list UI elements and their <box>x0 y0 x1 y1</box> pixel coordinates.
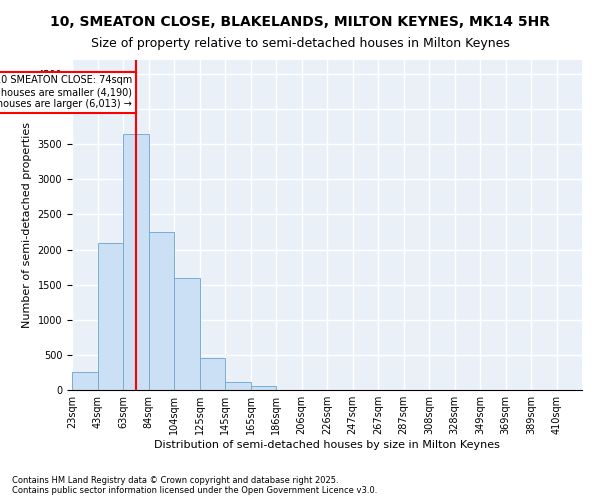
Y-axis label: Number of semi-detached properties: Number of semi-detached properties <box>22 122 32 328</box>
X-axis label: Distribution of semi-detached houses by size in Milton Keynes: Distribution of semi-detached houses by … <box>154 440 500 450</box>
Bar <box>149 232 174 390</box>
Text: 10 SMEATON CLOSE: 74sqm
← 40% of semi-detached houses are smaller (4,190)
 58% o: 10 SMEATON CLOSE: 74sqm ← 40% of semi-de… <box>0 76 132 108</box>
Text: 10, SMEATON CLOSE, BLAKELANDS, MILTON KEYNES, MK14 5HR: 10, SMEATON CLOSE, BLAKELANDS, MILTON KE… <box>50 15 550 29</box>
Bar <box>97 242 123 390</box>
Bar <box>251 386 276 390</box>
Text: Size of property relative to semi-detached houses in Milton Keynes: Size of property relative to semi-detach… <box>91 38 509 51</box>
Bar <box>72 372 97 390</box>
Bar <box>174 278 199 390</box>
Text: Contains HM Land Registry data © Crown copyright and database right 2025.
Contai: Contains HM Land Registry data © Crown c… <box>12 476 377 495</box>
Bar <box>199 358 225 390</box>
Bar <box>225 382 251 390</box>
Bar <box>123 134 149 390</box>
